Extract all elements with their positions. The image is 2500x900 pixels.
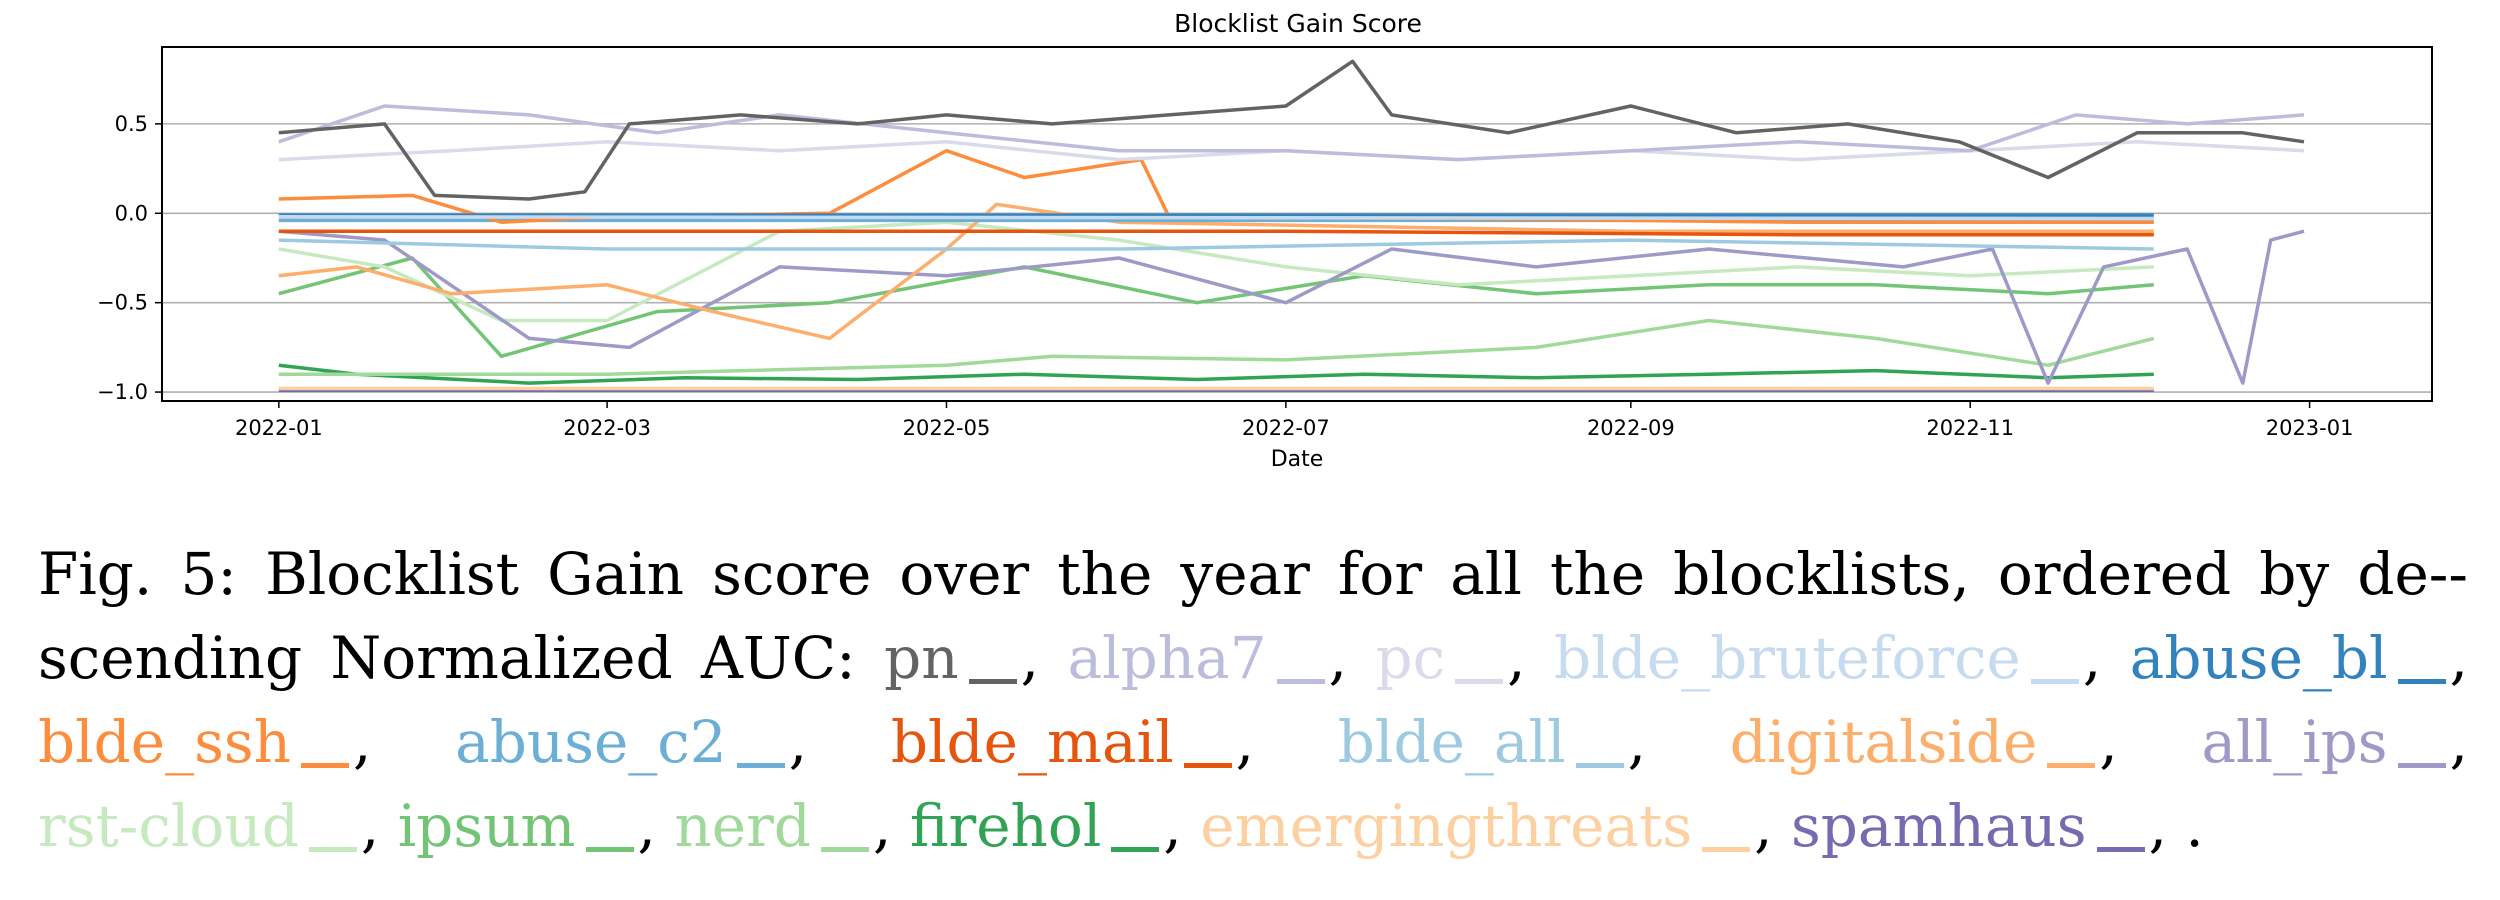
caption-end: , . — [2148, 792, 2204, 860]
legend-swatch — [968, 679, 1017, 684]
x-tick-label: 2022-01 — [235, 416, 323, 440]
legend-swatch — [1702, 847, 1751, 852]
x-tick-label: 2022-07 — [1242, 416, 1330, 440]
x-tick-label: 2022-03 — [563, 416, 651, 440]
series-line-pn — [278, 59, 2305, 201]
legend-swatch — [1276, 679, 1325, 684]
series-line-blde_mail — [278, 229, 2154, 237]
series-line-digitalside — [278, 202, 2154, 341]
y-tick-label: 0.5 — [115, 112, 148, 136]
legend-entry: ipsum — [398, 792, 638, 860]
legend-label: pn — [884, 624, 959, 692]
legend-entry: pn — [884, 624, 1020, 692]
caption-prefix: Fig. 5: Blocklist Gain score over the ye… — [38, 540, 2468, 692]
series-line-nerd — [278, 318, 2155, 376]
series-line-all_ips — [278, 229, 2305, 385]
legend-label: blde_ssh — [38, 708, 292, 776]
legend-label: firehol — [909, 792, 1102, 860]
legend-entry: all_ips — [2201, 708, 2449, 776]
legend-label: ipsum — [397, 792, 576, 860]
series-line-alpha7 — [278, 104, 2305, 162]
plot-area: −1.0 −0.5 0.0 0.5 2022-01 2022-03 2022-05 2022-… — [97, 59, 2432, 440]
legend-swatch — [2047, 763, 2096, 768]
legend-entry: spamhaus — [1791, 792, 2149, 860]
legend-swatch — [301, 763, 350, 768]
legend-label: blde_bruteforce — [1553, 624, 2021, 692]
legend-entry: pc — [1375, 624, 1507, 692]
legend-entry: blde_bruteforce — [1554, 624, 2083, 692]
legend-label: pc — [1375, 624, 1446, 692]
blocklist-gain-chart: Blocklist Gain Score −1.0 −0.5 0.0 0.5 2022-… — [97, 9, 2433, 472]
legend-label: blde_all — [1337, 708, 1566, 776]
series-line-blde_all — [278, 238, 2154, 251]
series-line-ipsum — [278, 256, 2154, 359]
series-line-rst-cloud — [278, 220, 2154, 323]
legend-swatch — [1183, 763, 1232, 768]
legend-entry: emergingthreats — [1200, 792, 1754, 860]
x-tick-label: 2023-01 — [2266, 416, 2354, 440]
legend-label: all_ips — [2201, 708, 2388, 776]
legend-swatch — [1111, 847, 1160, 852]
legend-label: rst-cloud — [38, 792, 299, 860]
legend-label: abuse_c2 — [455, 708, 727, 776]
legend-label: digitalside — [1729, 708, 2038, 776]
legend-entry: blde_ssh — [38, 708, 353, 776]
legend-entry: blde_mail — [891, 708, 1236, 776]
legend-label: alpha7 — [1067, 624, 1267, 692]
x-tick-label: 2022-05 — [903, 416, 991, 440]
legend-swatch — [2096, 847, 2145, 852]
y-tick-label: −1.0 — [97, 380, 148, 404]
series-line-blde_ssh — [278, 148, 2154, 224]
y-tick-label: 0.0 — [115, 201, 148, 225]
legend-entry: nerd — [674, 792, 873, 860]
x-tick-label: 2022-11 — [1926, 416, 2014, 440]
legend-swatch — [2030, 679, 2079, 684]
plot-frame — [161, 46, 2433, 402]
figure-caption: Fig. 5: Blocklist Gain score over the ye… — [38, 532, 2468, 868]
legend-swatch — [585, 847, 634, 852]
chart-title: Blocklist Gain Score — [1174, 9, 1422, 38]
legend-entry: rst-cloud — [38, 792, 361, 860]
y-tick-label: −0.5 — [97, 291, 148, 315]
legend-entry: firehol — [910, 792, 1164, 860]
series-line-firehol — [278, 363, 2154, 385]
legend-swatch — [2397, 763, 2446, 768]
legend-entry: alpha7 — [1068, 624, 1329, 692]
legend-swatch — [1575, 763, 1624, 768]
legend-label: blde_mail — [890, 708, 1174, 776]
legend-entry: abuse_c2 — [455, 708, 789, 776]
legend-swatch — [2397, 679, 2446, 684]
legend-label: emergingthreats — [1200, 792, 1693, 860]
legend-entry: blde_all — [1338, 708, 1628, 776]
caption-legend: pn, alpha7, pc, blde_bruteforce, abuse_b… — [38, 624, 2469, 860]
legend-swatch — [308, 847, 357, 852]
legend-label: spamhaus — [1791, 792, 2087, 860]
legend-swatch — [736, 763, 785, 768]
legend-label: nerd — [674, 792, 811, 860]
legend-label: abuse_bl — [2129, 624, 2388, 692]
series-line-blde_bruteforce — [278, 215, 2154, 221]
x-axis-label: Date — [1271, 447, 1324, 472]
legend-entry: digitalside — [1730, 708, 2100, 776]
legend-swatch — [1455, 679, 1504, 684]
legend-entry: abuse_bl — [2130, 624, 2450, 692]
x-tick-label: 2022-09 — [1587, 416, 1675, 440]
legend-swatch — [820, 847, 869, 852]
